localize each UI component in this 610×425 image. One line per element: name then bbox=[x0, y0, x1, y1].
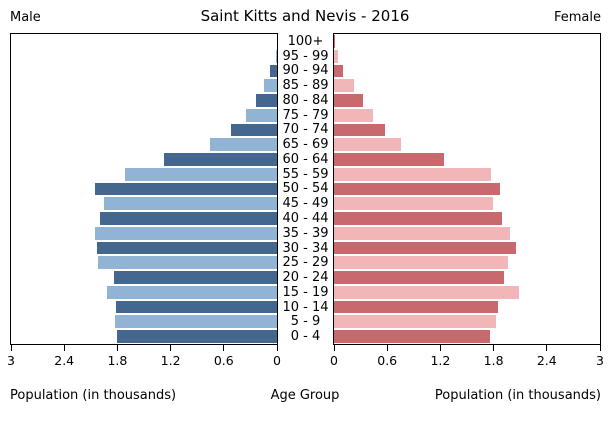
female-bar-35-39 bbox=[334, 226, 510, 240]
female-axis-tick bbox=[333, 345, 335, 351]
male-bar-10-14 bbox=[115, 300, 277, 314]
age-group-label: 70 - 74 bbox=[282, 122, 329, 138]
male-side-label: Male bbox=[10, 10, 41, 25]
male-axis-tick bbox=[63, 345, 65, 351]
female-axis-tick-label: 1.2 bbox=[430, 353, 451, 368]
male-bar-40-44 bbox=[99, 212, 277, 225]
male-bar-15-19 bbox=[106, 285, 277, 299]
male-axis-tick-label: 0.6 bbox=[213, 353, 234, 368]
center-axis-title: Age Group bbox=[270, 388, 340, 403]
age-group-label: 45 - 49 bbox=[282, 196, 329, 212]
male-bar-95-99 bbox=[276, 49, 277, 63]
age-group-label: 15 - 19 bbox=[282, 284, 329, 300]
female-axis-tick-label: 1.8 bbox=[483, 353, 504, 368]
female-axis-tick-label: 3 bbox=[596, 353, 604, 368]
age-group-label: 30 - 34 bbox=[282, 240, 329, 256]
female-bar-95-99 bbox=[334, 49, 339, 63]
female-bar-5-9 bbox=[334, 315, 497, 329]
male-axis-title: Population (in thousands) bbox=[10, 388, 177, 403]
male-bar-0-4 bbox=[117, 330, 277, 343]
female-bar-70-74 bbox=[334, 123, 386, 137]
female-side-label: Female bbox=[553, 10, 601, 25]
female-axis-tick-label: 2.4 bbox=[536, 353, 557, 368]
age-group-label: 55 - 59 bbox=[282, 166, 329, 182]
male-bar-30-34 bbox=[97, 241, 277, 255]
female-bar-85-89 bbox=[334, 79, 354, 93]
female-bar-45-49 bbox=[334, 197, 493, 211]
age-group-axis: 100+ 95 - 99 90 - 94 85 - 89 80 - 84 75 - 79 7… bbox=[278, 34, 333, 344]
age-group-label: 0 - 4 bbox=[290, 329, 321, 345]
female-bar-0-4 bbox=[334, 330, 491, 343]
male-axis-tick-label: 2.4 bbox=[54, 353, 75, 368]
male-bar-55-59 bbox=[125, 167, 277, 181]
female-bar-40-44 bbox=[334, 212, 502, 225]
chart-title: Saint Kitts and Nevis - 2016 bbox=[200, 7, 410, 25]
age-group-label: 40 - 44 bbox=[282, 211, 329, 226]
age-group-label: 20 - 24 bbox=[282, 270, 329, 286]
female-axis-tick-label: 0.6 bbox=[377, 353, 398, 368]
age-group-label: 10 - 14 bbox=[282, 299, 329, 315]
age-group-label: 90 - 94 bbox=[282, 63, 329, 79]
female-axis-tick bbox=[386, 345, 388, 351]
female-bar-75-79 bbox=[334, 108, 373, 122]
female-bar-25-29 bbox=[334, 256, 508, 270]
male-bar-85-89 bbox=[263, 79, 277, 93]
male-axis-tick bbox=[276, 345, 278, 351]
female-axis-tick bbox=[546, 345, 548, 351]
male-bars-panel bbox=[10, 33, 278, 345]
male-bar-90-94 bbox=[269, 64, 277, 78]
female-axis-tick-label: 0 bbox=[330, 353, 338, 368]
male-bar-25-29 bbox=[97, 256, 277, 270]
male-bar-80-84 bbox=[255, 94, 277, 107]
male-bar-50-54 bbox=[95, 182, 277, 196]
age-group-label: 50 - 54 bbox=[282, 181, 329, 197]
age-group-label: 60 - 64 bbox=[282, 151, 329, 167]
male-bar-20-24 bbox=[113, 271, 277, 284]
age-group-label: 75 - 79 bbox=[282, 107, 329, 123]
age-group-label: 100+ bbox=[287, 33, 324, 49]
female-bar-65-69 bbox=[334, 138, 402, 152]
female-axis-tick bbox=[439, 345, 441, 351]
male-axis-tick bbox=[223, 345, 225, 351]
female-bar-15-19 bbox=[334, 285, 520, 299]
age-group-label: 65 - 69 bbox=[282, 137, 329, 153]
female-axis-tick bbox=[493, 345, 495, 351]
male-axis-tick-label: 1.2 bbox=[160, 353, 181, 368]
female-bar-50-54 bbox=[334, 182, 500, 196]
female-bar-100+ bbox=[334, 35, 335, 48]
age-group-label: 95 - 99 bbox=[282, 48, 329, 64]
female-bars-panel bbox=[333, 33, 601, 345]
age-group-label: 35 - 39 bbox=[282, 225, 329, 241]
female-bar-55-59 bbox=[334, 167, 491, 181]
female-bar-80-84 bbox=[334, 94, 364, 107]
male-axis-tick bbox=[170, 345, 172, 351]
female-bar-20-24 bbox=[334, 271, 505, 284]
male-bar-70-74 bbox=[230, 123, 277, 137]
female-bar-10-14 bbox=[334, 300, 499, 314]
male-axis-tick bbox=[10, 345, 12, 351]
male-axis-tick bbox=[116, 345, 118, 351]
age-group-label: 5 - 9 bbox=[290, 314, 321, 330]
male-axis-tick-label: 1.8 bbox=[107, 353, 128, 368]
male-bar-45-49 bbox=[104, 197, 277, 211]
male-axis-tick-label: 0 bbox=[273, 353, 281, 368]
age-group-label: 85 - 89 bbox=[282, 78, 329, 94]
female-axis-tick bbox=[599, 345, 601, 351]
male-bar-65-69 bbox=[209, 138, 277, 152]
male-bar-60-64 bbox=[164, 153, 277, 166]
female-bar-90-94 bbox=[334, 64, 343, 78]
age-group-label: 80 - 84 bbox=[282, 92, 329, 108]
male-bar-75-79 bbox=[245, 108, 277, 122]
age-group-label: 25 - 29 bbox=[282, 255, 329, 271]
male-bar-5-9 bbox=[114, 315, 277, 329]
male-axis-tick-label: 3 bbox=[7, 353, 15, 368]
female-axis-title: Population (in thousands) bbox=[434, 388, 601, 403]
male-bar-35-39 bbox=[95, 226, 277, 240]
female-bar-30-34 bbox=[334, 241, 516, 255]
female-bar-60-64 bbox=[334, 153, 444, 166]
